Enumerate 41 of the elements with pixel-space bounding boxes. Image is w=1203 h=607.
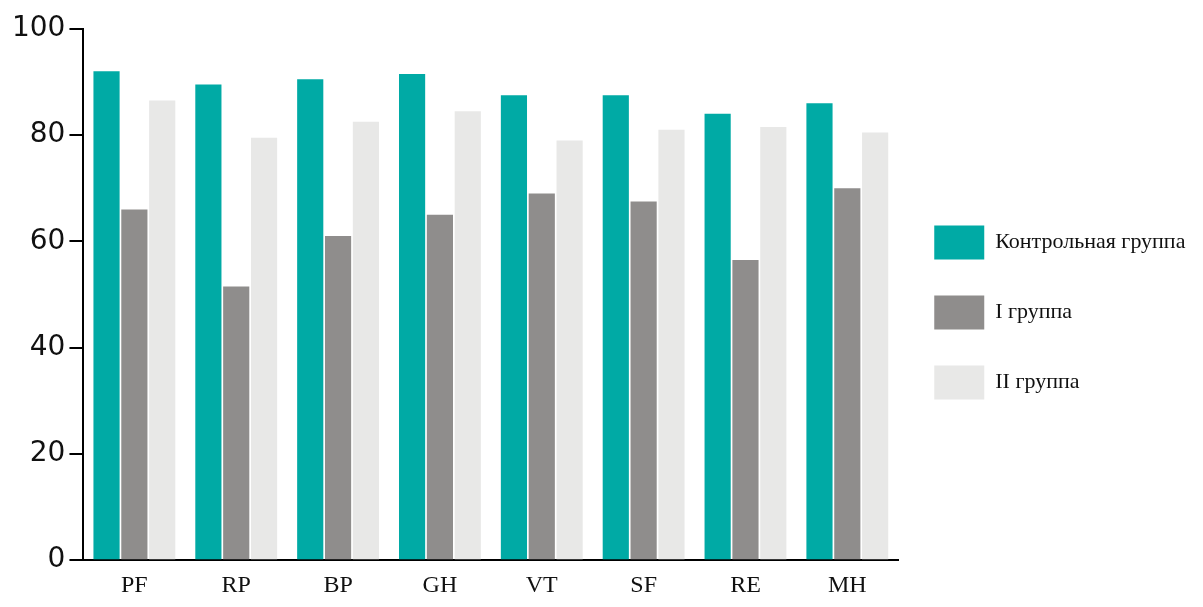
x-tick-label: BP: [323, 570, 353, 597]
x-tick-label: RE: [730, 570, 761, 597]
bar: [732, 259, 759, 560]
x-tick-label: VT: [525, 570, 559, 597]
x-tick-label: PF: [121, 570, 148, 597]
bar: [426, 214, 454, 560]
y-tick-label: 80: [29, 116, 66, 150]
bar: [149, 100, 176, 560]
bar: [500, 95, 528, 560]
bar: [399, 73, 426, 560]
y-tick-label: 40: [29, 328, 66, 362]
bar: [195, 84, 222, 560]
bar: [250, 137, 278, 560]
bar: [806, 103, 833, 560]
x-tick-label: GH: [422, 570, 458, 597]
y-tick-label: 100: [11, 10, 66, 44]
x-tick-label: MH: [827, 570, 867, 597]
bar: [324, 236, 352, 560]
bar: [454, 111, 481, 560]
x-tick-label: SF: [630, 570, 657, 597]
bar: [704, 113, 731, 560]
bar: [834, 188, 861, 560]
y-tick-label: 60: [29, 222, 66, 256]
bar: [297, 79, 324, 560]
legend-label: II группа: [995, 368, 1080, 394]
bar: [223, 286, 250, 560]
bar: [93, 71, 120, 560]
x-tick-label: RP: [221, 570, 251, 597]
y-tick-label: 0: [47, 541, 66, 575]
bar: [528, 193, 555, 560]
bar: [760, 127, 787, 560]
bar: [602, 95, 629, 560]
y-tick-label: 20: [29, 435, 66, 469]
bar: [121, 209, 148, 560]
bar: [556, 140, 583, 560]
bar: [658, 129, 685, 560]
bar: [630, 201, 657, 560]
legend-label: Контрольная группа: [995, 228, 1186, 254]
bar: [352, 121, 379, 560]
bar: [862, 132, 889, 560]
legend-label: I группа: [995, 298, 1073, 324]
